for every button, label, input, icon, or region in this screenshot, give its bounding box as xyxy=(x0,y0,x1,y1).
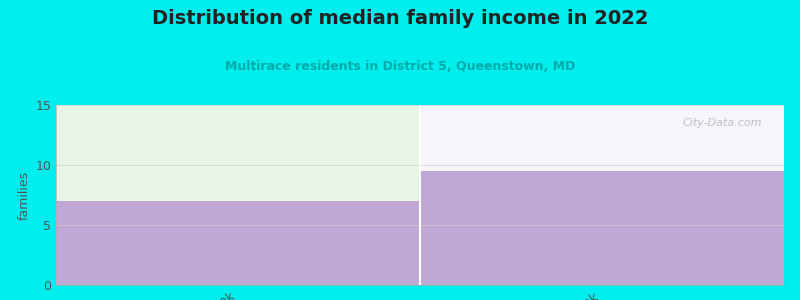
Text: Distribution of median family income in 2022: Distribution of median family income in … xyxy=(152,9,648,28)
Bar xyxy=(56,105,420,285)
Bar xyxy=(420,171,784,285)
Text: Multirace residents in District 5, Queenstown, MD: Multirace residents in District 5, Queen… xyxy=(225,60,575,73)
Text: City-Data.com: City-Data.com xyxy=(682,118,762,128)
Bar xyxy=(56,201,420,285)
Bar xyxy=(420,105,784,285)
Y-axis label: families: families xyxy=(18,170,31,220)
